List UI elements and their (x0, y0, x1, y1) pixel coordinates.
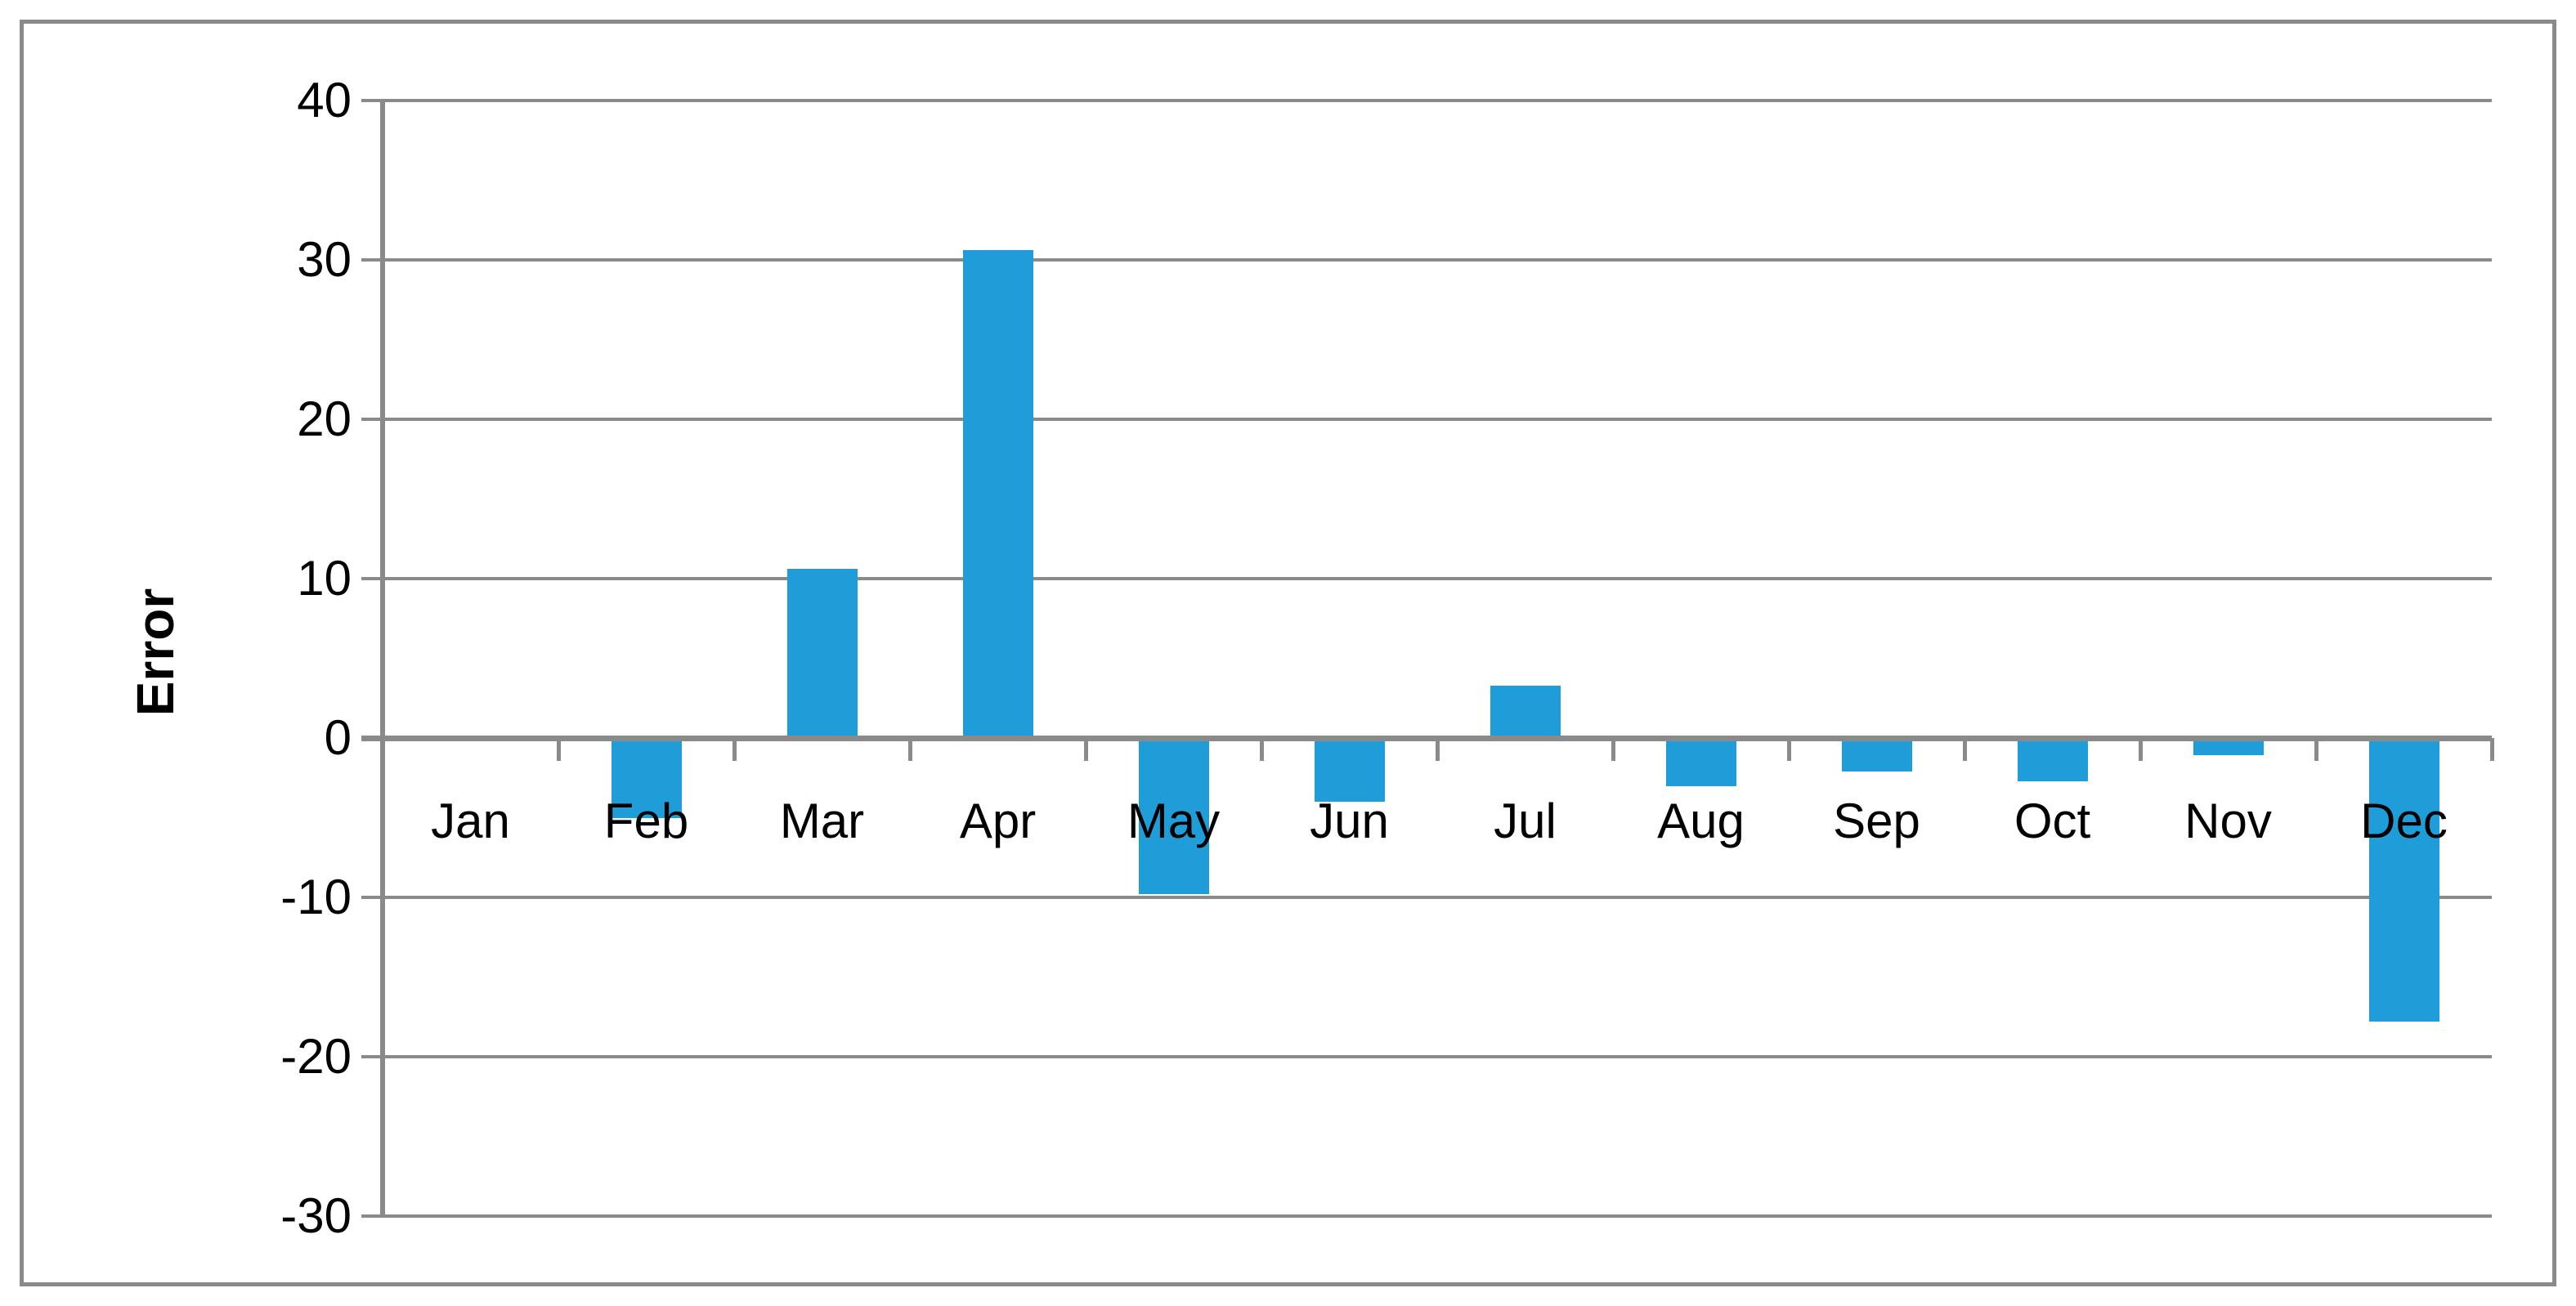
x-axis-tick (1083, 738, 1088, 761)
x-tick-label-feb: Feb (603, 794, 689, 848)
gridline-y10 (361, 577, 2492, 580)
x-axis-tick (2314, 738, 2318, 761)
y-axis-line (380, 99, 385, 1218)
x-axis-tick (2489, 738, 2494, 761)
x-axis-tick (1259, 738, 1264, 761)
bar-oct (2017, 738, 2088, 781)
x-axis-zero-line (361, 735, 2492, 741)
gridline-layer (24, 24, 2552, 1282)
x-axis-tick (556, 738, 561, 761)
bar-layer (24, 24, 2552, 1282)
bar-dec (2368, 738, 2439, 1022)
x-tick-label-nov: Nov (2184, 794, 2272, 848)
x-axis-tick (1435, 738, 1440, 761)
y-tick-label: -10 (280, 870, 352, 924)
y-tick-label: 0 (324, 710, 352, 765)
y-axis-title: Error (126, 588, 185, 717)
bar-may (1138, 738, 1209, 894)
x-tick-label-dec: Dec (2360, 794, 2448, 848)
y-tick-label: -20 (280, 1029, 352, 1084)
x-tick-label-jan: Jan (431, 794, 510, 848)
gridline-y40 (361, 99, 2492, 102)
axis-layer (24, 24, 2552, 1282)
y-tick-label: 10 (297, 551, 352, 606)
x-axis-tick (732, 738, 737, 761)
x-tick-label-may: May (1127, 794, 1221, 848)
y-tick-label: 40 (297, 73, 352, 127)
gridline-y-30 (361, 1214, 2492, 1218)
bar-mar (786, 569, 858, 738)
x-tick-label-jun: Jun (1310, 794, 1389, 848)
y-tick-label: -30 (280, 1188, 352, 1243)
x-tick-label-aug: Aug (1657, 794, 1745, 848)
x-axis-tick (2138, 738, 2143, 761)
gridline-y-20 (361, 1055, 2492, 1058)
bar-nov (2193, 738, 2264, 755)
x-tick-label-mar: Mar (779, 794, 865, 848)
gridline-y20 (361, 418, 2492, 421)
bar-feb (611, 738, 682, 818)
x-tick-label-jul: Jul (1494, 794, 1557, 848)
bar-sep (1841, 738, 1912, 772)
bar-apr (962, 250, 1033, 738)
y-tick-label: 20 (297, 391, 352, 446)
gridline-y-10 (361, 896, 2492, 899)
x-axis-tick (380, 738, 385, 761)
bar-jun (1314, 738, 1385, 802)
chart-frame: 40 30 20 10 0 -10 -20 -30 Jan Feb Mar Apr May Jun Jul A… (20, 20, 2556, 1286)
label-layer: 40 30 20 10 0 -10 -20 -30 Jan Feb Mar Apr May Jun Jul A… (24, 24, 2552, 1282)
x-tick-label-apr: Apr (959, 794, 1037, 848)
gridline-y30 (361, 258, 2492, 262)
x-axis-tick (907, 738, 912, 761)
x-tick-label-sep: Sep (1833, 794, 1920, 848)
x-axis-tick (1786, 738, 1791, 761)
bar-jul (1490, 686, 1561, 738)
y-tick-label: 30 (297, 232, 352, 287)
x-axis-tick (1611, 738, 1615, 761)
bar-aug (1665, 738, 1736, 786)
x-axis-tick (1962, 738, 1967, 761)
x-tick-label-oct: Oct (2014, 794, 2091, 848)
